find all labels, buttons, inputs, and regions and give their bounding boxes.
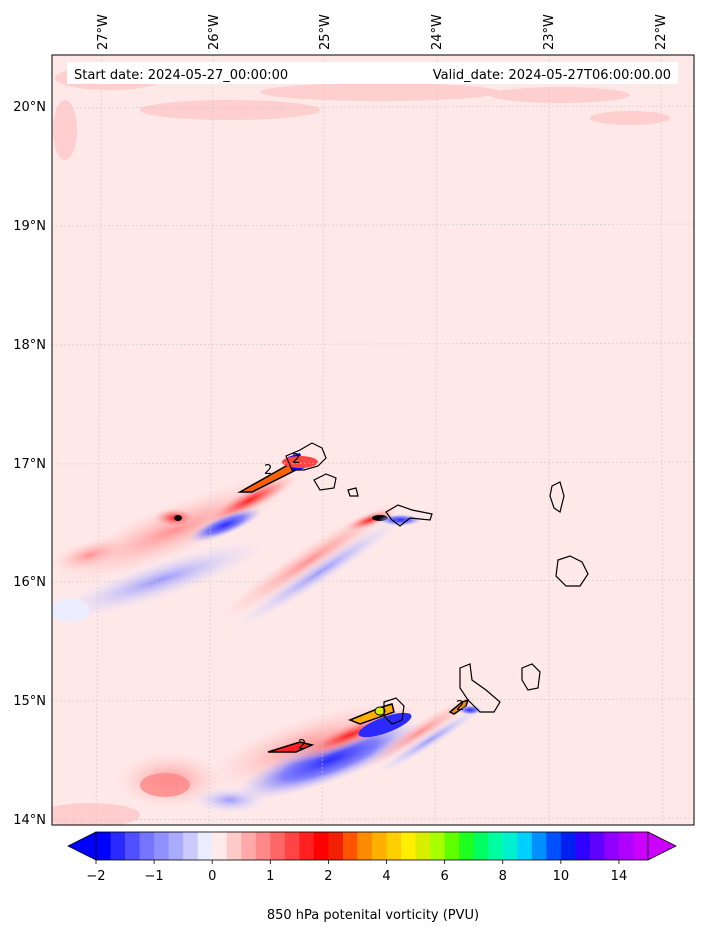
plot-area: 2 2 2 2 <box>52 55 694 825</box>
colorbar-segment <box>517 832 533 860</box>
x-tick-label: 25°W <box>318 14 333 50</box>
gridlines <box>52 55 694 825</box>
colorbar-segment <box>226 832 242 860</box>
colorbar: −2 −1 0 1 2 4 6 8 10 14 850 hPa potenital vortici… <box>67 831 677 923</box>
colorbar-tick-label: 10 <box>553 869 570 884</box>
colorbar-segment <box>589 832 605 860</box>
colorbar-segment <box>372 832 388 860</box>
pv-band-sao-nicolau <box>217 498 422 633</box>
colorbar-segment <box>139 832 155 860</box>
colorbar-segment <box>183 832 199 860</box>
x-tick-label: 24°W <box>430 14 445 50</box>
colorbar-segment <box>328 832 344 860</box>
y-tick-label: 18°N <box>13 338 46 353</box>
x-tick-label: 23°W <box>542 14 557 50</box>
colorbar-frame <box>95 831 649 861</box>
colorbar-segment <box>154 832 170 860</box>
pv-background-field <box>52 55 694 825</box>
y-tick-label: 20°N <box>13 100 46 115</box>
contour-label: 2 <box>292 452 300 467</box>
y-tick-label: 19°N <box>13 219 46 234</box>
colorbar-segment <box>168 832 184 860</box>
colorbar-segment <box>560 832 576 860</box>
contour-label: 2 <box>298 738 306 753</box>
start-date-label: Start date: 2024-05-27_00:00:00 <box>74 68 288 83</box>
colorbar-extend-high <box>647 831 677 861</box>
colorbar-segment <box>125 832 141 860</box>
colorbar-segment <box>342 832 358 860</box>
x-axis-top: 27°W 26°W 25°W 24°W 23°W 22°W <box>96 14 669 50</box>
colorbar-segment <box>430 832 446 860</box>
y-tick-label: 14°N <box>13 813 46 828</box>
colorbar-segment <box>110 832 126 860</box>
colorbar-segment <box>255 832 271 860</box>
colorbar-tick-label: 6 <box>440 869 448 884</box>
colorbar-segments <box>67 831 677 861</box>
colorbar-segment <box>299 832 315 860</box>
colorbar-segment <box>546 832 562 860</box>
colorbar-tick-label: 0 <box>208 869 216 884</box>
y-tick-label: 15°N <box>13 694 46 709</box>
colorbar-segment <box>241 832 257 860</box>
colorbar-tick-label: 4 <box>382 869 390 884</box>
island-outlines <box>285 442 589 725</box>
colorbar-segment <box>415 832 431 860</box>
pv-band-santo-antao <box>52 453 318 622</box>
colorbar-ticks: −2 −1 0 1 2 4 6 8 10 14 <box>86 860 627 884</box>
colorbar-label: 850 hPa potenital vorticity (PVU) <box>267 908 479 923</box>
colorbar-segment <box>401 832 417 860</box>
plot-frame <box>51 54 695 826</box>
colorbar-segment <box>386 832 402 860</box>
colorbar-segment <box>212 832 228 860</box>
y-tick-label: 17°N <box>13 457 46 472</box>
colorbar-tick-label: 1 <box>266 869 274 884</box>
colorbar-segment <box>284 832 300 860</box>
colorbar-segment <box>444 832 460 860</box>
colorbar-tick-label: 8 <box>499 869 507 884</box>
colorbar-segment <box>96 832 112 860</box>
colorbar-tick-label: 2 <box>324 869 332 884</box>
colorbar-segment <box>473 832 489 860</box>
colorbar-segment <box>197 832 213 860</box>
colorbar-tick-label: −1 <box>145 869 164 884</box>
colorbar-segment <box>604 832 620 860</box>
colorbar-segment <box>270 832 286 860</box>
colorbar-segment <box>357 832 373 860</box>
y-axis-left: 20°N 19°N 18°N 17°N 16°N 15°N 14°N <box>13 100 46 828</box>
colorbar-segment <box>459 832 475 860</box>
contour-label: 2 <box>264 463 272 478</box>
colorbar-segment <box>633 832 649 860</box>
x-tick-label: 26°W <box>207 14 222 50</box>
colorbar-segment <box>488 832 504 860</box>
colorbar-tick-label: 14 <box>611 869 628 884</box>
colorbar-segment <box>531 832 547 860</box>
colorbar-segment <box>502 832 518 860</box>
colorbar-segment <box>313 832 329 860</box>
colorbar-segment <box>575 832 591 860</box>
contour-label: 2 <box>456 699 464 714</box>
valid-date-label: Valid_date: 2024-05-27T06:00:00.00 <box>433 68 671 83</box>
y-tick-label: 16°N <box>13 575 46 590</box>
x-tick-label: 27°W <box>96 14 111 50</box>
pv-band-fogo <box>205 701 425 800</box>
date-header-box <box>67 62 678 84</box>
colorbar-segment <box>618 832 634 860</box>
x-tick-label: 22°W <box>654 14 669 50</box>
colorbar-extend-low <box>67 831 97 861</box>
colorbar-tick-label: −2 <box>86 869 105 884</box>
